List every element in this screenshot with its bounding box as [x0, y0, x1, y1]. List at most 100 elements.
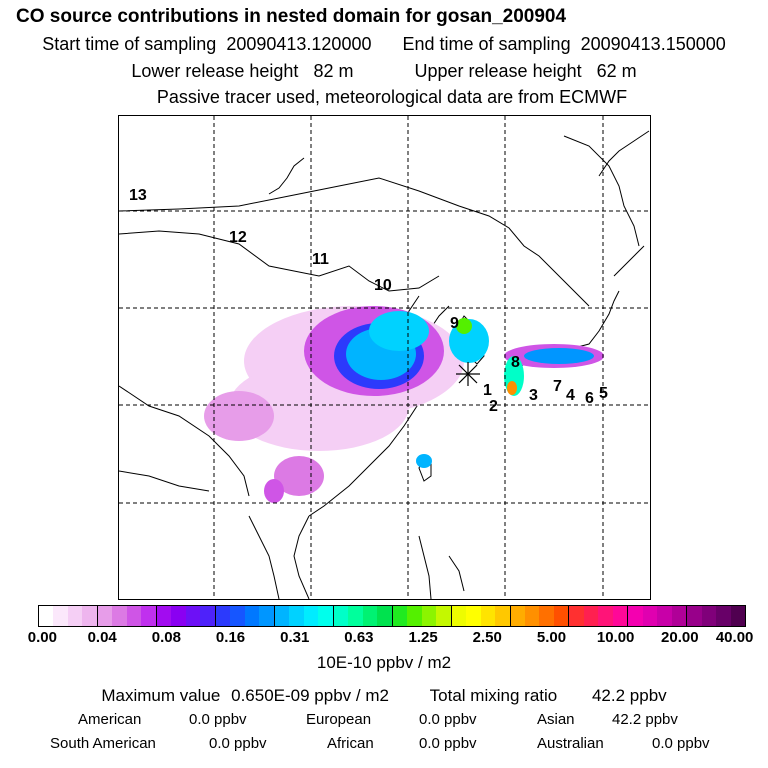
sampling-time-row: Start time of sampling 20090413.120000 E… [0, 34, 768, 55]
contrib-asian-name: Asian [537, 711, 575, 728]
contrib-asian-value: 42.2 ppbv [612, 711, 678, 728]
colorbar-swatch [539, 606, 554, 626]
colorbar-swatch [214, 606, 231, 626]
region-label-2: 2 [489, 398, 498, 415]
colorbar-swatch [67, 606, 83, 626]
colorbar-swatch [495, 606, 510, 626]
region-label-1: 1 [483, 382, 492, 399]
colorbar-swatch [450, 606, 467, 626]
colorbar-swatch [583, 606, 599, 626]
contrib-south-american-name: South American [50, 735, 156, 752]
colorbar-tick-label: 20.00 [661, 629, 699, 646]
end-time-value: 20090413.150000 [580, 34, 726, 54]
tracer-note: Passive tracer used, meteorological data… [156, 87, 628, 107]
colorbar-swatch [480, 606, 496, 626]
colorbar-tick-label: 10.00 [596, 629, 635, 646]
colorbar-swatch [407, 606, 422, 626]
colorbar-swatch [466, 606, 481, 626]
max-value: 0.650E-09 ppbv / m2 [231, 686, 389, 705]
colorbar-unit: 10E-10 ppbv / m2 [316, 653, 452, 672]
colorbar-swatch [627, 606, 643, 626]
release-height-row: Lower release height 82 m Upper release … [0, 61, 768, 82]
region-label-3: 3 [529, 387, 538, 404]
colorbar [38, 605, 746, 627]
lower-release-label: Lower release height [131, 61, 299, 81]
contrib-european-value: 0.0 ppbv [419, 711, 477, 728]
colorbar-swatch [362, 606, 378, 626]
region-label-5: 5 [599, 385, 608, 402]
colorbar-swatch [332, 606, 349, 626]
colorbar-swatch [185, 606, 201, 626]
colorbar-swatch [96, 606, 113, 626]
contrib-australian-value: 0.0 ppbv [652, 735, 710, 752]
region-label-12: 12 [229, 229, 247, 246]
region-label-10: 10 [374, 277, 392, 294]
colorbar-swatch [657, 606, 672, 626]
colorbar-tick-labels: 0.00 0.04 0.08 0.16 0.31 0.63 1.25 2.50 5.00 10.0… [0, 629, 768, 649]
colorbar-swatch [141, 606, 156, 626]
region-label-4: 4 [566, 387, 575, 404]
colorbar-tick-label: 5.00 [536, 629, 567, 646]
colorbar-swatch [200, 606, 215, 626]
contrib-south-american-value: 0.0 ppbv [209, 735, 267, 752]
colorbar-swatch [730, 606, 746, 626]
colorbar-tick-label: 0.04 [87, 629, 117, 646]
colorbar-swatch [318, 606, 333, 626]
colorbar-swatch [701, 606, 717, 626]
colorbar-swatch [524, 606, 540, 626]
colorbar-swatch [244, 606, 260, 626]
colorbar-swatch [642, 606, 658, 626]
colorbar-swatch [259, 606, 274, 626]
colorbar-swatch [53, 606, 68, 626]
colorbar-swatch [112, 606, 127, 626]
colorbar-swatch [671, 606, 687, 626]
total-mixing-value: 42.2 ppbv [591, 686, 667, 705]
colorbar-swatch [303, 606, 319, 626]
colorbar-tick-label: 40.00 [715, 629, 754, 646]
map-title: CO source contributions in nested domain… [16, 6, 567, 27]
map-panel [118, 115, 651, 600]
colorbar-tick-label: 0.31 [280, 629, 310, 646]
colorbar-swatch [598, 606, 613, 626]
colorbar-swatch [377, 606, 392, 626]
colorbar-tick-label: 1.25 [408, 629, 438, 646]
max-value-label: Maximum value [101, 686, 221, 705]
start-time-value: 20090413.120000 [226, 34, 372, 54]
colorbar-swatch [348, 606, 363, 626]
region-label-7: 7 [553, 378, 562, 395]
colorbar-swatch [568, 606, 584, 626]
plume [204, 306, 604, 503]
colorbar-swatch [612, 606, 628, 626]
lower-release-value: 82 m [313, 61, 354, 81]
colorbar-tick-label: 0.08 [151, 629, 181, 646]
upper-release-label: Upper release height [414, 61, 582, 81]
colorbar-swatch [155, 606, 172, 626]
colorbar-swatch [39, 606, 54, 626]
contrib-european-name: European [306, 711, 372, 728]
colorbar-swatch [553, 606, 569, 626]
total-mixing-label: Total mixing ratio [429, 686, 558, 705]
contrib-american-name: American [78, 711, 142, 728]
colorbar-swatch [716, 606, 731, 626]
colorbar-tick-label: 0.16 [215, 629, 246, 646]
start-time-label: Start time of sampling [42, 34, 217, 54]
colorbar-swatch [289, 606, 304, 626]
region-label-11: 11 [312, 251, 329, 268]
receptor-star-icon [456, 362, 480, 386]
colorbar-tick-label: 0.63 [344, 629, 374, 646]
colorbar-swatch [686, 606, 702, 626]
contrib-australian-name: Australian [537, 735, 604, 752]
colorbar-swatch [273, 606, 290, 626]
colorbar-swatch [171, 606, 186, 626]
contrib-american-value: 0.0 ppbv [189, 711, 247, 728]
colorbar-swatch [126, 606, 142, 626]
region-label-8: 8 [511, 354, 520, 371]
contrib-african-value: 0.0 ppbv [419, 735, 477, 752]
upper-release-value: 62 m [596, 61, 637, 81]
contrib-african-name: African [327, 735, 374, 752]
colorbar-swatch [82, 606, 97, 626]
region-label-6: 6 [585, 390, 594, 407]
colorbar-swatch [436, 606, 451, 626]
colorbar-swatch [509, 606, 525, 626]
end-time-label: End time of sampling [402, 34, 571, 54]
